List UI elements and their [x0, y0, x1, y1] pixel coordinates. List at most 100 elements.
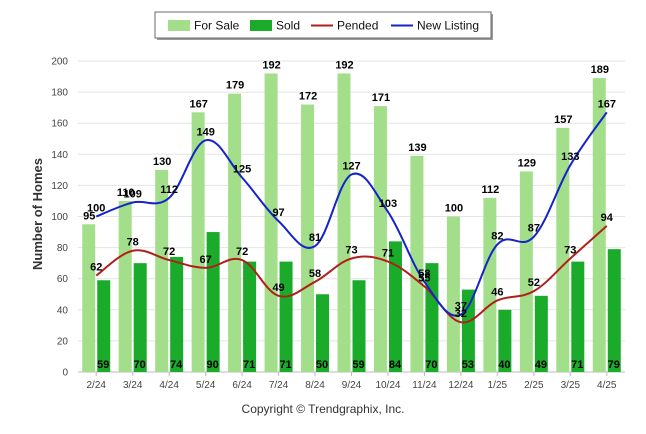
label-for-sale: 189	[591, 64, 609, 76]
bar-for-sale	[191, 112, 205, 372]
label-sold: 40	[498, 359, 510, 371]
label-for-sale: 179	[226, 80, 244, 92]
label-pended: 73	[564, 244, 576, 256]
label-for-sale: 171	[372, 92, 390, 104]
bar-for-sale	[155, 169, 169, 372]
bar-for-sale	[82, 224, 96, 372]
label-for-sale: 192	[262, 59, 280, 71]
y-tick-label: 120	[51, 181, 68, 192]
label-new-listing: 125	[233, 164, 251, 176]
label-pended: 71	[382, 248, 394, 260]
label-sold: 71	[279, 359, 291, 371]
legend: For Sale Sold Pended New Listing	[154, 11, 493, 40]
bar-for-sale	[519, 171, 533, 372]
line-new-listing	[95, 111, 608, 317]
label-for-sale: 110	[117, 187, 135, 199]
legend-label-sold: Sold	[276, 19, 300, 33]
bar-sold	[607, 249, 621, 372]
bar-for-sale	[337, 73, 351, 372]
label-sold: 71	[571, 359, 583, 371]
y-axis-ticks: 0 20 40 60 80 100 120 140 160 180 200	[51, 57, 68, 379]
y-tick-label: 80	[57, 243, 69, 254]
label-sold: 84	[389, 359, 402, 371]
y-tick-label: 140	[51, 150, 68, 161]
label-pended: 46	[491, 286, 503, 298]
label-sold: 79	[608, 359, 620, 371]
bar-for-sale	[410, 155, 424, 372]
label-for-sale: 129	[518, 157, 536, 169]
y-tick-label: 60	[57, 274, 69, 285]
x-tick-label: 5/24	[196, 380, 216, 391]
x-axis-ticks: 2/24 3/24 4/24 5/24 6/24 7/24 8/24 9/24 10/24 11/…	[86, 372, 617, 391]
label-pended: 62	[90, 262, 102, 274]
bar-sold	[170, 256, 184, 372]
label-for-sale: 139	[408, 142, 426, 154]
label-sold: 49	[535, 359, 547, 371]
x-tick-label: 10/24	[375, 380, 400, 391]
x-tick-label: 3/24	[123, 380, 143, 391]
label-new-listing: 58	[418, 268, 430, 280]
x-tick-label: 1/25	[488, 380, 508, 391]
bar-sold	[352, 280, 366, 372]
bar-sold	[316, 294, 330, 372]
label-pended: 49	[272, 282, 284, 294]
y-tick-label: 20	[57, 336, 69, 347]
x-tick-label: 12/24	[448, 380, 473, 391]
bar-sold	[133, 263, 147, 372]
copyright-credit: Copyright © Trendgraphix, Inc.	[241, 402, 405, 416]
label-new-listing: 109	[124, 189, 142, 201]
label-pended: 72	[236, 246, 248, 258]
label-sold: 70	[425, 359, 437, 371]
label-for-sale: 100	[445, 203, 463, 215]
legend-swatch-for-sale	[168, 20, 190, 31]
bars	[82, 73, 621, 373]
label-new-listing: 127	[342, 161, 360, 173]
bar-for-sale	[228, 93, 242, 372]
legend-swatch-sold	[250, 20, 272, 31]
x-tick-label: 7/24	[269, 380, 289, 391]
line-pended	[95, 225, 608, 324]
label-pended: 73	[345, 244, 357, 256]
label-sold: 59	[352, 359, 364, 371]
label-pended: 78	[127, 237, 139, 249]
x-tick-label: 6/24	[232, 380, 252, 391]
label-sold: 50	[316, 359, 328, 371]
label-for-sale: 95	[83, 210, 95, 222]
x-tick-label: 3/25	[561, 380, 581, 391]
label-pended: 52	[528, 277, 540, 289]
x-tick-label: 9/24	[342, 380, 362, 391]
bar-for-sale	[446, 216, 460, 372]
label-pended: 67	[200, 254, 212, 266]
legend-label-new-listing: New Listing	[417, 19, 479, 33]
x-tick-label: 2/24	[86, 380, 106, 391]
label-new-listing: 37	[455, 300, 467, 312]
bar-sold	[388, 241, 402, 372]
label-new-listing: 103	[379, 198, 397, 210]
label-pended: 58	[309, 268, 321, 280]
bar-sold	[243, 261, 257, 372]
label-for-sale: 172	[299, 91, 317, 103]
x-tick-label: 2/25	[524, 380, 544, 391]
label-new-listing: 82	[491, 230, 503, 242]
y-tick-label: 40	[57, 305, 69, 316]
label-for-sale: 112	[481, 184, 499, 196]
x-tick-label: 4/24	[159, 380, 179, 391]
label-for-sale: 192	[335, 59, 353, 71]
label-pended: 55	[418, 272, 430, 284]
label-sold: 70	[134, 359, 146, 371]
bar-sold	[571, 261, 585, 372]
label-new-listing: 167	[598, 98, 616, 110]
bar-for-sale	[301, 104, 315, 372]
label-sold: 74	[170, 359, 183, 371]
label-new-listing: 100	[87, 203, 105, 215]
label-new-listing: 133	[561, 151, 579, 163]
data-labels: 95 110 130 167 179 192 172 192 171 139 100 112 129 15…	[83, 59, 620, 371]
label-pended: 94	[601, 212, 614, 224]
label-sold: 90	[207, 359, 219, 371]
label-for-sale: 130	[153, 156, 171, 168]
y-tick-label: 160	[51, 119, 68, 130]
bar-for-sale	[118, 200, 132, 372]
series-lines	[95, 111, 608, 324]
y-tick-label: 200	[51, 57, 68, 68]
